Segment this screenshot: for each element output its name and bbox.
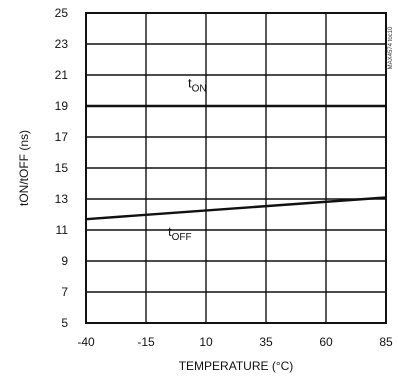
grid xyxy=(86,13,386,323)
x-tick-label: 60 xyxy=(319,335,333,349)
series-label-toff-sub: OFF xyxy=(172,232,192,243)
y-tick-label: 11 xyxy=(56,223,69,237)
y-axis-label: tON/tOFF (ns) xyxy=(17,130,31,206)
y-tick-label: 5 xyxy=(61,316,68,330)
y-tick-label: 9 xyxy=(61,254,68,268)
x-tick-label: 10 xyxy=(199,335,213,349)
y-tick-labels: 5 7 9 11 13 15 17 19 21 23 25 xyxy=(55,6,69,330)
y-tick-label: 19 xyxy=(55,99,69,113)
y-tick-label: 7 xyxy=(61,285,68,299)
x-tick-label: -15 xyxy=(137,335,155,349)
series-label-ton-main: t xyxy=(188,75,192,90)
series-label-toff-main: t xyxy=(168,224,172,239)
y-tick-label: 17 xyxy=(55,130,69,144)
series-label-ton: tON xyxy=(188,75,207,94)
plot-frame xyxy=(85,12,387,324)
figure-code: MAX4574 toc10 xyxy=(388,26,394,69)
x-tick-label: 85 xyxy=(379,335,393,349)
y-tick-label: 25 xyxy=(55,6,69,20)
y-tick-label: 23 xyxy=(55,37,69,51)
x-tick-labels: -40 -15 10 35 60 85 xyxy=(77,335,393,349)
x-tick-label: -40 xyxy=(77,335,95,349)
y-tick-label: 21 xyxy=(55,68,69,82)
y-tick-label: 15 xyxy=(55,161,69,175)
series-label-toff: tOFF xyxy=(168,224,192,243)
y-tick-label: 13 xyxy=(55,192,69,206)
series-line-toff xyxy=(85,196,387,221)
series-lines xyxy=(85,104,387,221)
series-label-ton-sub: ON xyxy=(192,83,207,94)
x-axis-label: TEMPERATURE (°C) xyxy=(179,359,294,373)
x-tick-label: 35 xyxy=(259,335,273,349)
